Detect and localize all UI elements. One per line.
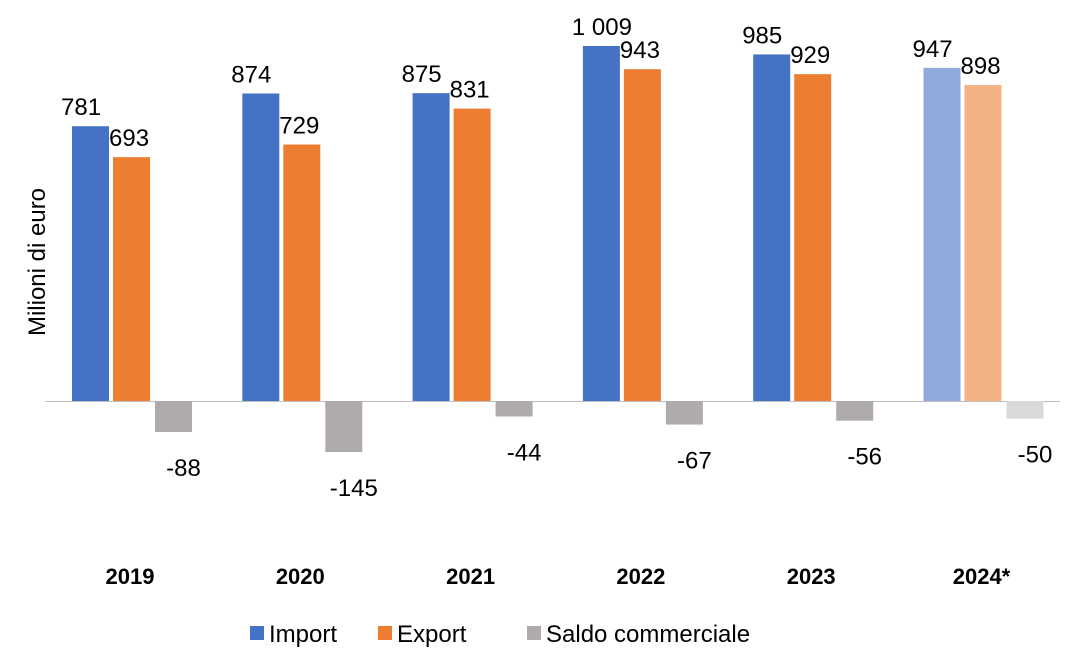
legend: Import Export Saldo commerciale [250, 621, 750, 648]
legend-swatch-import [250, 626, 264, 640]
bar-saldo-commerciale-2020 [325, 401, 363, 453]
bar-import-2020 [242, 93, 280, 401]
data-label-export-2021: 831 [450, 77, 490, 104]
legend-swatch-saldo-commerciale [527, 626, 541, 640]
bar-import-2024 [923, 67, 961, 402]
bar-saldo-commerciale-2021 [495, 401, 533, 417]
data-label-saldo-commerciale-2023: -56 [847, 444, 882, 471]
bar-import-2022 [582, 46, 620, 401]
data-label-import-2024: 947 [913, 36, 953, 63]
data-label-saldo-commerciale-2024: -50 [1018, 442, 1053, 469]
data-label-import-2020: 874 [231, 61, 271, 88]
data-label-saldo-commerciale-2019: -88 [166, 455, 201, 482]
legend-label-saldo-commerciale: Saldo commerciale [546, 621, 750, 648]
data-label-export-2022: 943 [620, 37, 660, 64]
bar-import-2023 [753, 54, 791, 402]
data-label-saldo-commerciale-2021: -44 [507, 439, 542, 466]
data-label-export-2023: 929 [790, 42, 830, 69]
bar-saldo-commerciale-2019 [155, 401, 192, 432]
data-label-import-2019: 781 [61, 94, 101, 121]
category-label-2020: 2020 [276, 564, 325, 589]
category-label-2021: 2021 [446, 564, 495, 589]
category-label-2022: 2022 [616, 564, 665, 589]
bar-export-2023 [794, 74, 832, 402]
data-label-import-2021: 875 [402, 61, 442, 88]
bar-import-2019 [72, 126, 109, 401]
category-label-2019: 2019 [106, 564, 155, 589]
bar-saldo-commerciale-2023 [836, 401, 874, 421]
data-label-saldo-commerciale-2022: -67 [677, 448, 712, 475]
category-label-2024: 2024* [953, 564, 1011, 589]
bar-export-2020 [283, 144, 321, 402]
bar-saldo-commerciale-2022 [665, 401, 703, 425]
bar-export-2024 [964, 85, 1002, 401]
y-axis-label: Milioni di euro [24, 188, 51, 336]
bar-export-2022 [623, 69, 661, 401]
data-label-import-2022: 1 009 [572, 14, 632, 41]
data-label-export-2024: 898 [961, 53, 1001, 80]
legend-label-export: Export [397, 621, 467, 648]
plot-area: 781 693 -88 2019 874 729 -145 2020 875 831 -44 2021… [45, 14, 1060, 589]
legend-label-import: Import [269, 621, 337, 648]
data-label-saldo-commerciale-2020: -145 [330, 475, 378, 502]
data-label-export-2019: 693 [109, 125, 149, 152]
legend-swatch-export [378, 626, 392, 640]
data-label-import-2023: 985 [742, 22, 782, 49]
bar-import-2021 [412, 93, 450, 401]
bar-export-2021 [453, 108, 491, 401]
category-label-2023: 2023 [787, 564, 836, 589]
bar-saldo-commerciale-2024 [1006, 401, 1044, 419]
data-label-export-2020: 729 [279, 113, 319, 140]
bar-export-2019 [113, 157, 150, 401]
